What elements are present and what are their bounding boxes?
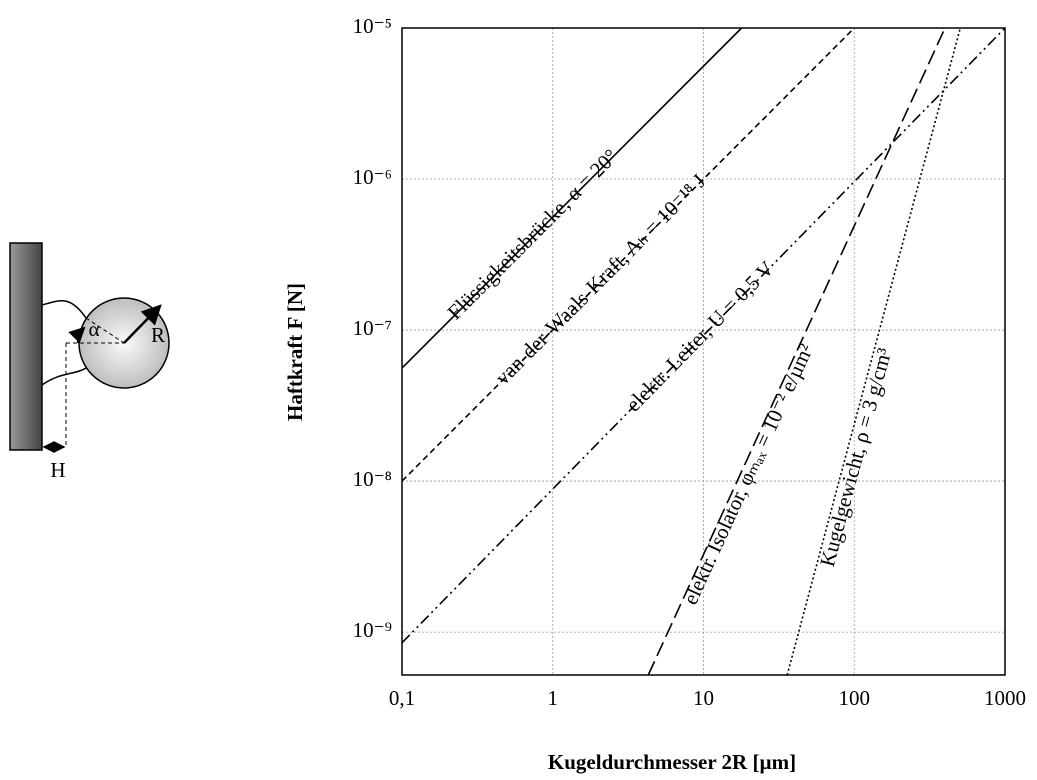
series-line (401, 27, 743, 369)
x-axis-label: Kugeldurchmesser 2R [µm] (548, 750, 796, 774)
x-tick-label: 10 (693, 686, 714, 710)
y-tick-label: 10⁻⁸ (353, 467, 392, 491)
radius-arrow (123, 304, 162, 344)
diagram-label: R (151, 323, 165, 347)
series-label: Kugelgewicht, ρ = 3 g/cm³ (815, 345, 896, 569)
series-line (401, 27, 855, 482)
meniscus (41, 367, 87, 386)
diagram-label: α (88, 317, 99, 341)
angle-arc (68, 326, 86, 344)
series-line (647, 27, 946, 676)
series-line (401, 27, 1006, 644)
meniscus (41, 300, 87, 319)
x-tick-label: 1000 (984, 686, 1026, 710)
x-tick-label: 1 (548, 686, 559, 710)
y-tick-label: 10⁻⁹ (353, 618, 392, 642)
x-tick-label: 100 (839, 686, 871, 710)
diagram: α R H (9, 242, 170, 482)
series-label: elektr. Isolator, φₘₐₓ = 10⁻² e/µm² (678, 340, 818, 608)
dashed-line (85, 317, 125, 344)
series-label: elektr. Leiter, U = 0,5 V (621, 256, 779, 416)
plot-frame (401, 27, 1006, 676)
series-line (786, 27, 962, 676)
diagram-label: H (50, 458, 65, 482)
x-tick-label: 0,1 (389, 686, 415, 710)
y-tick-label: 10⁻⁷ (353, 316, 392, 340)
y-axis-label: Haftkraft F [N] (283, 283, 307, 421)
wall (9, 242, 43, 451)
y-tick-label: 10⁻⁵ (353, 14, 392, 38)
y-tick-label: 10⁻⁶ (353, 165, 392, 189)
